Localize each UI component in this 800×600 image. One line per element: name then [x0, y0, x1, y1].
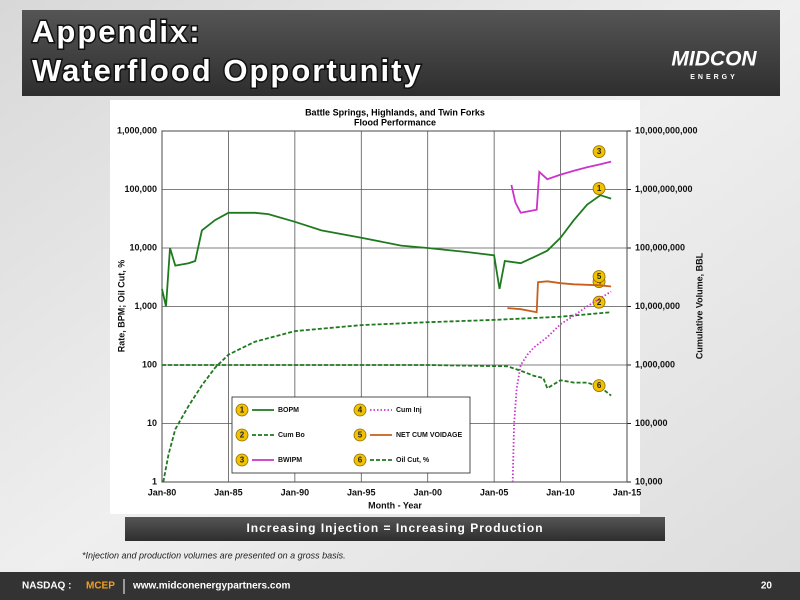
callout-badge	[353, 428, 367, 442]
y2-tick-label: 1,000,000,000	[635, 184, 693, 194]
footer-bar	[0, 572, 800, 600]
x-tick-label: Jan-90	[281, 487, 310, 497]
plot: 1 10 100 1,000 10,000 100,000 1,000,000 10,000 1…	[117, 125, 698, 497]
banner	[125, 517, 665, 541]
y-tick-label: 100	[142, 359, 157, 369]
callout-badge	[592, 145, 606, 158]
x-tick-label: Jan-95	[347, 487, 376, 497]
logo-sub: ENERGY	[690, 74, 738, 81]
legend-label: NET CUM VOIDAGE	[396, 432, 462, 439]
logo: MIDCON	[671, 48, 757, 71]
x-tick-label: Jan-00	[413, 487, 442, 497]
y2-tick-label: 1,000,000	[635, 359, 675, 369]
y-axis-label: Rate, BPM; Oil Cut, %	[116, 260, 126, 353]
banner-text: Increasing Injection = Increasing Produc…	[246, 521, 543, 535]
y-tick-label: 1,000,000	[117, 125, 157, 135]
callout-badge	[353, 453, 367, 467]
y2-axis-label: Cumulative Volume, BBL	[694, 252, 704, 359]
callout-badge	[592, 182, 606, 195]
x-tick-label: Jan-85	[214, 487, 243, 497]
callout-number: 3	[240, 456, 245, 465]
callout-number: 6	[358, 456, 363, 465]
legend-label: Oil Cut, %	[396, 457, 430, 464]
callout-badge	[592, 270, 606, 283]
y-tick-label: 1,000	[134, 301, 157, 311]
footnote: *Injection and production volumes are pr…	[82, 550, 346, 560]
legend-label: Cum Inj	[396, 407, 422, 414]
y2-tick-label: 10,000,000,000	[635, 125, 698, 135]
callout-number: 1	[240, 406, 245, 415]
series-line	[511, 290, 612, 483]
series-line	[507, 280, 612, 314]
callout-badge	[353, 403, 367, 417]
legend-label: BWIPM	[278, 457, 302, 464]
callout-number: 2	[597, 298, 602, 307]
callout-number: 3	[597, 147, 602, 156]
y-tick-label: 100,000	[124, 184, 157, 194]
series-line	[162, 311, 612, 483]
title-bar	[22, 10, 780, 96]
callout-badge	[592, 379, 606, 392]
y-tick-label: 1	[152, 476, 157, 486]
y2-tick-label: 100,000,000	[635, 242, 685, 252]
x-tick-label: Jan-80	[148, 487, 177, 497]
callout-number: 5	[597, 272, 602, 281]
slide-title: Appendix:	[32, 14, 202, 49]
legend-label: Cum Bo	[278, 432, 305, 439]
footer-exchange: NASDAQ :	[22, 581, 71, 592]
x-tick-label: Jan-10	[546, 487, 575, 497]
series-line	[162, 364, 612, 397]
y2-tick-label: 100,000	[635, 418, 668, 428]
callout-number: 2	[240, 431, 245, 440]
callout-number: 6	[597, 381, 602, 390]
y2-tick-label: 10,000,000	[635, 301, 680, 311]
footer-url: www.midconenergypartners.com	[132, 581, 291, 592]
callout-badge	[235, 428, 249, 442]
y-tick-label: 10	[147, 418, 157, 428]
callout-badge	[235, 453, 249, 467]
series-line	[510, 160, 612, 214]
legend: 1 BOPM 2 Cum Bo 3 BWIPM 4 Cum Inj 5 NET CUM VOIDA…	[231, 396, 471, 474]
callout-badge	[235, 403, 249, 417]
y2-tick-label: 10,000	[635, 476, 663, 486]
callout-number: 4	[358, 406, 363, 415]
x-tick-label: Jan-05	[480, 487, 509, 497]
callout-number: 5	[358, 431, 363, 440]
page-number: 20	[761, 581, 773, 592]
chart-subtitle: Flood Performance	[354, 117, 436, 127]
x-axis-label: Month - Year	[368, 500, 422, 510]
slide-title: Waterflood Opportunity	[32, 53, 423, 88]
legend-label: BOPM	[278, 407, 299, 414]
x-tick-label: Jan-15	[613, 487, 642, 497]
series-line	[161, 194, 612, 307]
footer-ticker: MCEP	[86, 581, 115, 592]
y-tick-label: 10,000	[129, 242, 157, 252]
chart-title: Battle Springs, Highlands, and Twin Fork…	[305, 107, 485, 117]
callout-number: 1	[597, 184, 602, 193]
